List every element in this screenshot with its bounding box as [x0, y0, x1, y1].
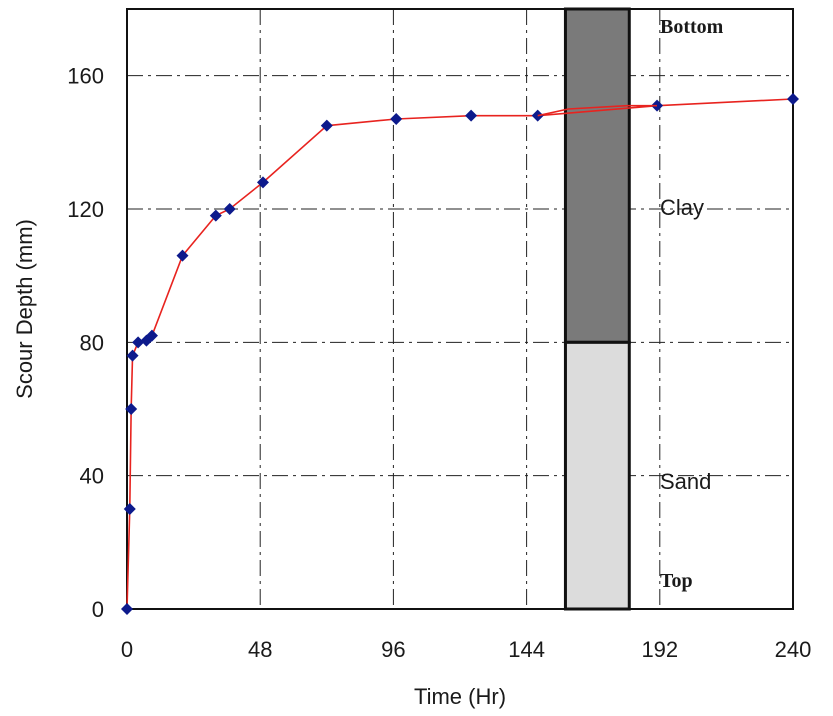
data-point [121, 603, 133, 615]
x-tick-label: 192 [641, 637, 678, 662]
data-point [126, 349, 139, 362]
soil-sand-label: Sand [660, 469, 711, 494]
gridlines [127, 9, 793, 609]
data-point [209, 209, 222, 222]
y-axis-label: Scour Depth (mm) [12, 219, 37, 399]
data-point [176, 249, 189, 262]
soil-layer-sand [563, 340, 631, 611]
data-point [256, 176, 269, 189]
x-tick-label: 240 [775, 637, 812, 662]
data-point [390, 113, 403, 125]
y-tick-label: 160 [67, 64, 104, 89]
data-point [132, 336, 145, 349]
series-connector [537, 104, 658, 117]
data-point [320, 119, 333, 132]
plot-area [127, 9, 793, 609]
x-tick-label: 96 [381, 637, 405, 662]
y-tick-label: 0 [92, 597, 104, 622]
series-layer [121, 93, 799, 615]
data-point [125, 403, 138, 415]
x-tick-label: 48 [248, 637, 272, 662]
data-point [123, 503, 136, 515]
soil-clay-label: Clay [660, 195, 704, 220]
y-tick-label: 40 [80, 464, 104, 489]
data-point [465, 109, 478, 122]
soil-column [563, 7, 631, 611]
x-tick-label: 0 [121, 637, 133, 662]
data-point [787, 93, 799, 105]
data-point [145, 329, 158, 342]
x-tick-label: 144 [508, 637, 545, 662]
tick-labels: 0 48 96 144 192 240 0 40 80 120 160 [67, 64, 811, 662]
plot-border [126, 8, 794, 610]
soil-top-label: Top [660, 570, 693, 592]
data-point [223, 203, 236, 215]
soil-layer-clay [563, 7, 631, 344]
y-tick-label: 80 [80, 330, 104, 355]
x-axis-label: Time (Hr) [414, 684, 506, 709]
y-tick-label: 120 [67, 197, 104, 222]
soil-bottom-label: Bottom [660, 16, 724, 38]
